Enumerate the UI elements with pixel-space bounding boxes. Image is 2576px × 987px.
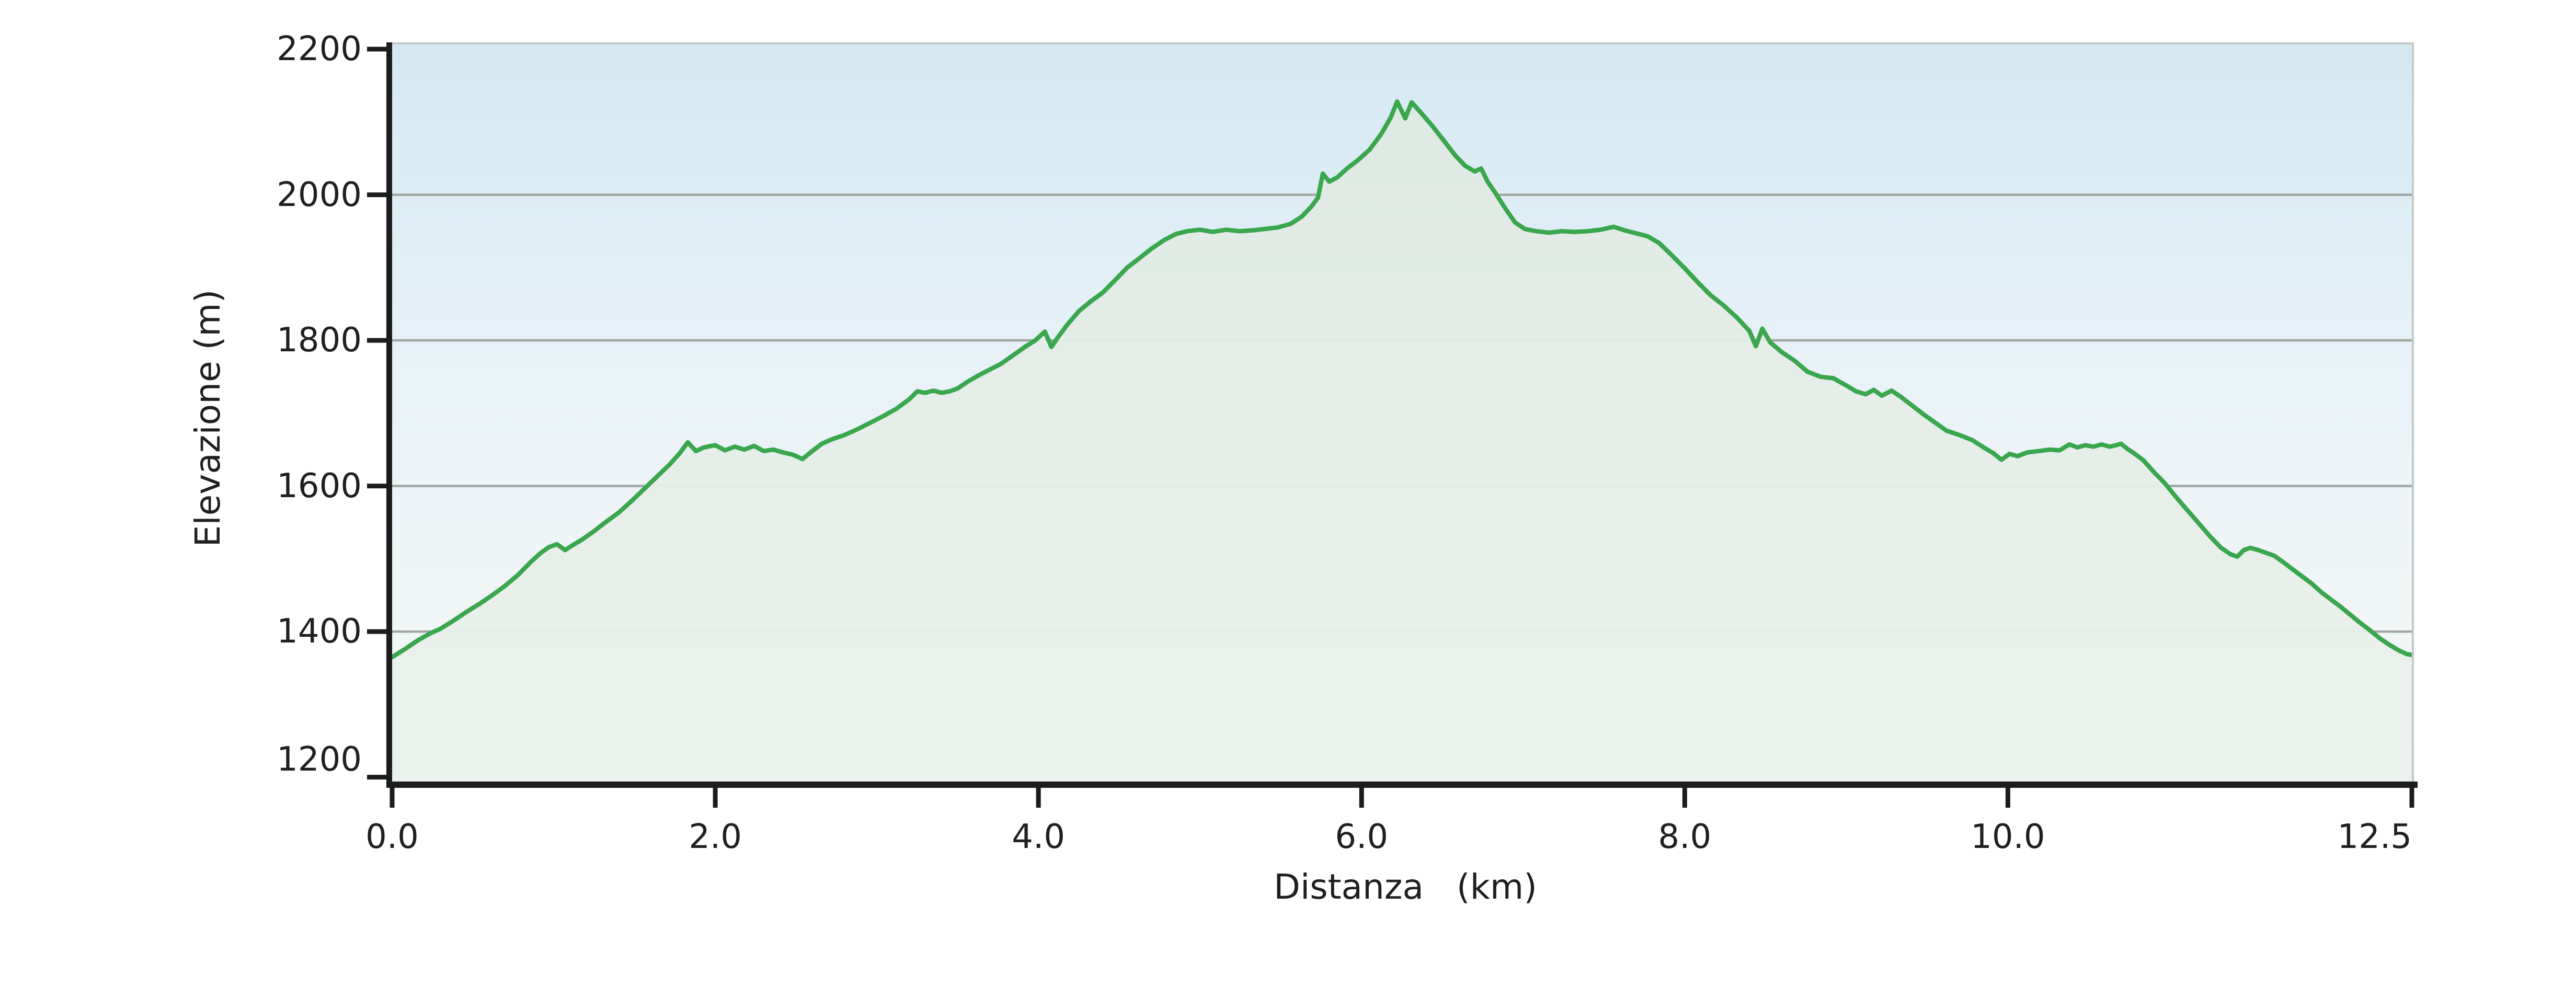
x-tick-label-12.5: 12.5 — [2337, 818, 2412, 856]
elevation-line — [390, 99, 2414, 660]
plot-border-right — [2412, 44, 2414, 782]
y-tick-label-1800: 1800 — [277, 321, 362, 360]
y-tick-label-2000: 2000 — [277, 175, 362, 214]
x-tick-label-10.0: 10.0 — [1971, 818, 2045, 856]
y-tick-label-2200: 2200 — [277, 30, 362, 69]
x-tick-label-0.0: 0.0 — [365, 818, 419, 856]
x-axis-spine — [386, 782, 2418, 788]
y-tick-label-1400: 1400 — [277, 612, 362, 651]
x-tick-label-2.0: 2.0 — [689, 818, 742, 856]
y-tick-label-1200: 1200 — [277, 740, 362, 779]
y-tick-label-1600: 1600 — [277, 466, 362, 506]
plot-border-top — [392, 42, 2414, 44]
tick-marks — [367, 47, 2414, 808]
x-tick-label-4.0: 4.0 — [1012, 818, 1066, 856]
elevation-area-fill — [392, 101, 2412, 782]
x-tick-label-8.0: 8.0 — [1658, 818, 1712, 856]
x-tick-label-6.0: 6.0 — [1335, 818, 1389, 856]
x-axis-title: Distanza (km) — [1274, 867, 1537, 907]
y-axis-title: Elevazione (m) — [188, 289, 228, 547]
y-axis-spine — [386, 42, 392, 784]
